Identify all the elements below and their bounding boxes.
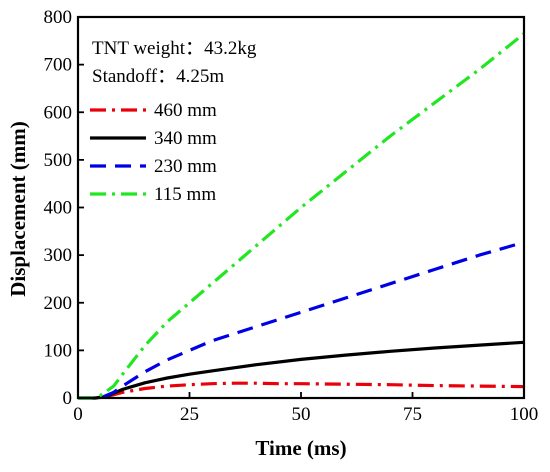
y-tick-label: 700 <box>44 55 73 76</box>
legend-label: 340 mm <box>154 128 217 149</box>
y-tick-label: 200 <box>44 293 73 314</box>
standoff-value: 4.25m <box>176 66 224 87</box>
y-axis-title: Displacement (mm) <box>6 121 30 297</box>
x-tick-label: 50 <box>292 404 311 425</box>
y-tick-label: 100 <box>44 340 73 361</box>
y-tick-label: 500 <box>44 150 73 171</box>
x-axis-title: Time (ms) <box>255 436 346 460</box>
legend: 460 mm 340 mm 230 mm 115 mm <box>90 100 217 205</box>
tnt-weight-annotation: TNT weight：43.2kg <box>92 38 257 59</box>
legend-label: 115 mm <box>154 184 216 205</box>
legend-item: 115 mm <box>90 184 216 205</box>
legend-label: 460 mm <box>154 100 217 121</box>
series-line-230-mm <box>78 240 525 400</box>
legend-item: 230 mm <box>90 156 217 177</box>
tnt-weight-value: 43.2kg <box>204 38 257 59</box>
series-line-115-mm <box>78 32 525 400</box>
legend-item: 460 mm <box>90 100 217 121</box>
y-tick-label: 600 <box>44 102 73 123</box>
standoff-label: Standoff： <box>92 66 176 87</box>
x-tick-label: 0 <box>73 404 83 425</box>
annotation-block: TNT weight：43.2kg Standoff：4.25m <box>92 38 257 87</box>
ticks-layer: 0 25 50 75 100 0 100 200 300 400 500 600 700 800 <box>44 7 539 425</box>
legend-label: 230 mm <box>154 156 217 177</box>
legend-item: 340 mm <box>90 128 217 149</box>
x-tick-label: 75 <box>403 404 422 425</box>
tnt-weight-label: TNT weight： <box>92 38 204 59</box>
y-tick-label: 400 <box>44 198 73 219</box>
x-tick-label: 100 <box>510 404 539 425</box>
x-tick-label: 25 <box>180 404 199 425</box>
y-tick-label: 300 <box>44 245 73 266</box>
standoff-annotation: Standoff：4.25m <box>92 66 224 87</box>
curves-layer <box>78 32 525 400</box>
y-tick-label: 800 <box>44 7 73 28</box>
y-tick-label: 0 <box>63 388 73 409</box>
